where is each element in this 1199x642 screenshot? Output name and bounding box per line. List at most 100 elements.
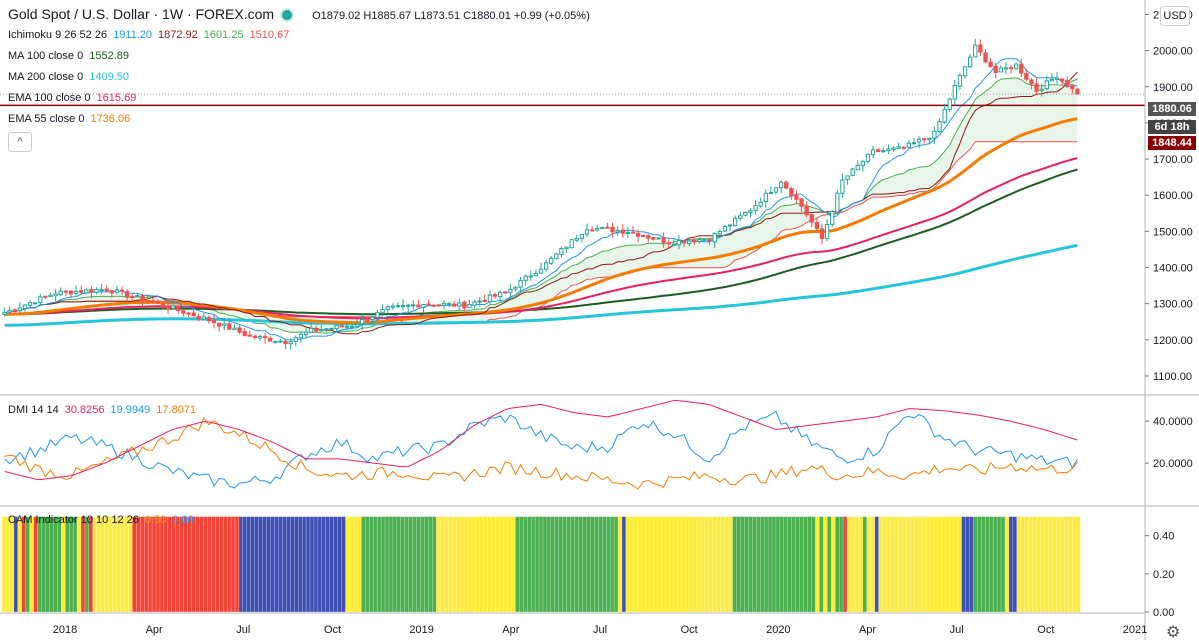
candle-body	[400, 304, 406, 307]
cam-bar	[337, 516, 343, 613]
cam-bar	[941, 516, 947, 613]
cam-bar	[1, 516, 7, 613]
candle-body	[38, 296, 43, 304]
candle-body	[441, 303, 447, 306]
cam-bar	[124, 516, 129, 613]
candle-body	[324, 328, 329, 331]
cam-bar	[1044, 516, 1049, 613]
cam-bar	[1004, 516, 1010, 613]
cam-bar	[515, 516, 520, 613]
symbol-title[interactable]: Gold Spot / U.S. Dollar · 1W · FOREX.com…	[8, 6, 590, 22]
candle-body	[799, 198, 804, 207]
legend-ma100[interactable]: MA 100 close 0 1552.89	[8, 49, 135, 63]
candle-body	[559, 247, 564, 256]
cam-bar	[661, 516, 666, 613]
cam-bar	[495, 516, 500, 613]
cam-bar	[396, 516, 402, 613]
cam-bar	[1056, 516, 1061, 613]
cam-bar	[349, 516, 354, 613]
candle-body	[993, 65, 998, 73]
candle-body	[646, 235, 651, 239]
candle-body	[743, 212, 748, 216]
cam-bar	[5, 516, 11, 613]
cam-bar	[677, 516, 682, 613]
cam-bar	[17, 516, 23, 613]
legend-dmi[interactable]: DMI 14 14 30.8256 19.9949 17.8071	[8, 403, 202, 417]
candle-body	[114, 289, 120, 293]
candle-body	[988, 61, 993, 68]
cam-bar	[657, 516, 662, 613]
candle-body	[319, 329, 324, 332]
cam-bar	[566, 516, 572, 613]
level-price-tag: 1848.44	[1148, 136, 1196, 150]
candle-body	[216, 322, 222, 327]
cam-bar	[104, 516, 110, 613]
candle-body	[411, 304, 416, 307]
candle-body	[789, 188, 794, 197]
cam-bar	[866, 516, 872, 613]
cam-bar	[700, 516, 706, 613]
cam-bar	[688, 516, 694, 613]
legend-ema100[interactable]: EMA 100 close 0 1615.69	[8, 91, 142, 105]
cam-bar	[203, 516, 208, 613]
candle-body	[89, 288, 94, 293]
cam-bar	[140, 516, 145, 613]
cam-bar	[357, 516, 362, 613]
cam-bar	[191, 516, 196, 613]
settings-gear-icon[interactable]: ⚙	[1166, 624, 1181, 641]
cam-bar	[1024, 516, 1030, 613]
candle-body	[906, 142, 912, 148]
candle-body	[717, 231, 722, 235]
cam-bar	[471, 516, 477, 613]
cam-bar	[278, 516, 283, 613]
cam-bar	[440, 516, 445, 613]
cam-bar	[159, 516, 165, 613]
candle-body	[191, 312, 196, 317]
cam-bar	[147, 516, 153, 613]
cam-bar	[254, 516, 260, 613]
legend-ema55[interactable]: EMA 55 close 0 1736.06	[8, 112, 136, 126]
cam-bar	[973, 516, 978, 613]
candle-body	[778, 181, 784, 189]
cam-bar	[538, 516, 544, 613]
cam-bar	[815, 516, 820, 613]
collapse-legend-button[interactable]: ^	[8, 132, 32, 152]
legend-cam[interactable]: CAM Indicator 10 10 12 26 0.50 0.00	[8, 513, 200, 527]
cam-bar	[53, 516, 58, 613]
candle-body	[451, 303, 457, 307]
candle-body	[222, 323, 227, 326]
candle-body	[830, 211, 835, 225]
legend-ma200[interactable]: MA 200 close 0 1409.50	[8, 70, 135, 84]
cam-bar	[487, 516, 493, 613]
cam-bar	[242, 516, 248, 613]
legend-ichimoku[interactable]: Ichimoku 9 26 52 26 1911.20 1872.92 1601.25…	[8, 28, 295, 42]
candle-body	[125, 291, 130, 298]
candle-body	[676, 240, 682, 246]
cam-bar	[1064, 516, 1069, 613]
candle-body	[681, 240, 687, 244]
cam-bar	[84, 516, 90, 613]
cam-bar	[795, 516, 801, 613]
candle-body	[406, 304, 411, 307]
cam-bar	[57, 516, 62, 613]
currency-button[interactable]: USD	[1160, 6, 1190, 26]
candle-body	[211, 319, 217, 324]
candle-body	[262, 335, 268, 339]
dmi-tick-label: 20.0000	[1153, 458, 1193, 470]
dmi-plus-line	[4, 410, 1078, 489]
cam-bar	[578, 516, 583, 613]
candle-body	[472, 301, 477, 306]
price-tick-label: 1600.00	[1153, 190, 1193, 202]
candle-body	[242, 331, 247, 336]
candle-body	[589, 229, 595, 232]
legend-value: 30.8256	[64, 404, 105, 416]
candle-body	[564, 246, 569, 250]
candle-body	[891, 147, 896, 150]
cam-bar	[13, 516, 19, 613]
candle-body	[385, 306, 390, 310]
cam-bar	[803, 516, 808, 613]
cam-bar	[215, 516, 220, 613]
cam-bar	[155, 516, 161, 613]
cam-bar	[463, 516, 469, 613]
